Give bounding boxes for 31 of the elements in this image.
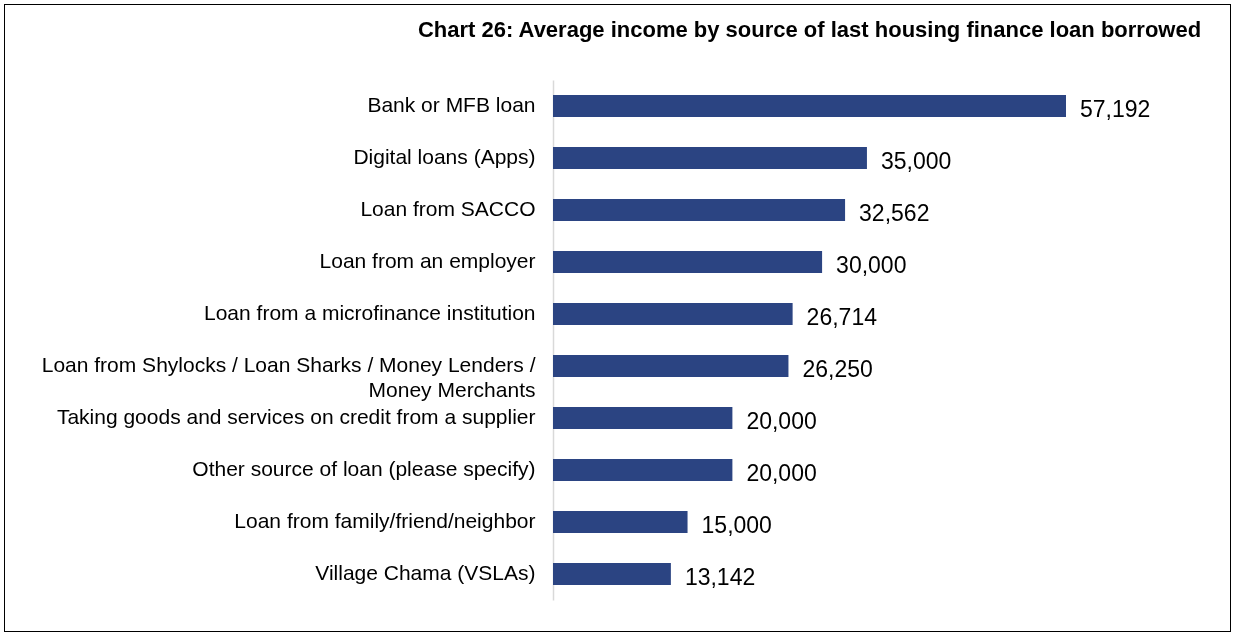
bar xyxy=(553,199,846,221)
data-label: 30,000 xyxy=(836,252,907,278)
y-tick-label: Loan from SACCO xyxy=(360,197,536,220)
bar xyxy=(553,407,733,429)
bar xyxy=(553,459,733,481)
y-tick-label: Village Chama (VSLAs) xyxy=(315,561,536,584)
bar xyxy=(553,355,789,377)
data-label: 13,142 xyxy=(684,564,756,590)
chart-title: Chart 26: Average income by source of last housing finance loan borrowed xyxy=(417,17,1202,42)
y-tick-label: Loan from a microfinance institution xyxy=(204,301,536,324)
y-tick-label: Loan from Shylocks / Loan Sharks / Money Lenders / Money Merchants xyxy=(41,353,536,401)
bar xyxy=(553,95,1066,117)
y-tick-label: Bank or MFB loan xyxy=(367,93,536,116)
y-tick-label: Loan from an employer xyxy=(319,249,536,272)
y-tick-label: Digital loans (Apps) xyxy=(353,145,536,168)
bar xyxy=(553,511,688,533)
y-tick-label: Taking goods and services on credit from a supplier xyxy=(56,405,536,428)
y-tick-label: Loan from family/friend/neighbor xyxy=(234,509,536,532)
y-tick-label: Other source of loan (please specify) xyxy=(192,457,536,480)
bar xyxy=(553,147,867,169)
bar xyxy=(553,251,823,273)
data-label: 32,562 xyxy=(859,200,930,226)
data-label: 20,000 xyxy=(746,460,817,486)
bar xyxy=(553,563,671,585)
data-label: 20,000 xyxy=(746,408,817,434)
data-label: 26,250 xyxy=(802,356,873,382)
bar xyxy=(553,303,793,325)
data-label: 35,000 xyxy=(880,148,952,174)
data-label: 15,000 xyxy=(701,512,772,538)
data-label: 26,714 xyxy=(806,304,878,330)
data-label: 57,192 xyxy=(1080,96,1151,122)
